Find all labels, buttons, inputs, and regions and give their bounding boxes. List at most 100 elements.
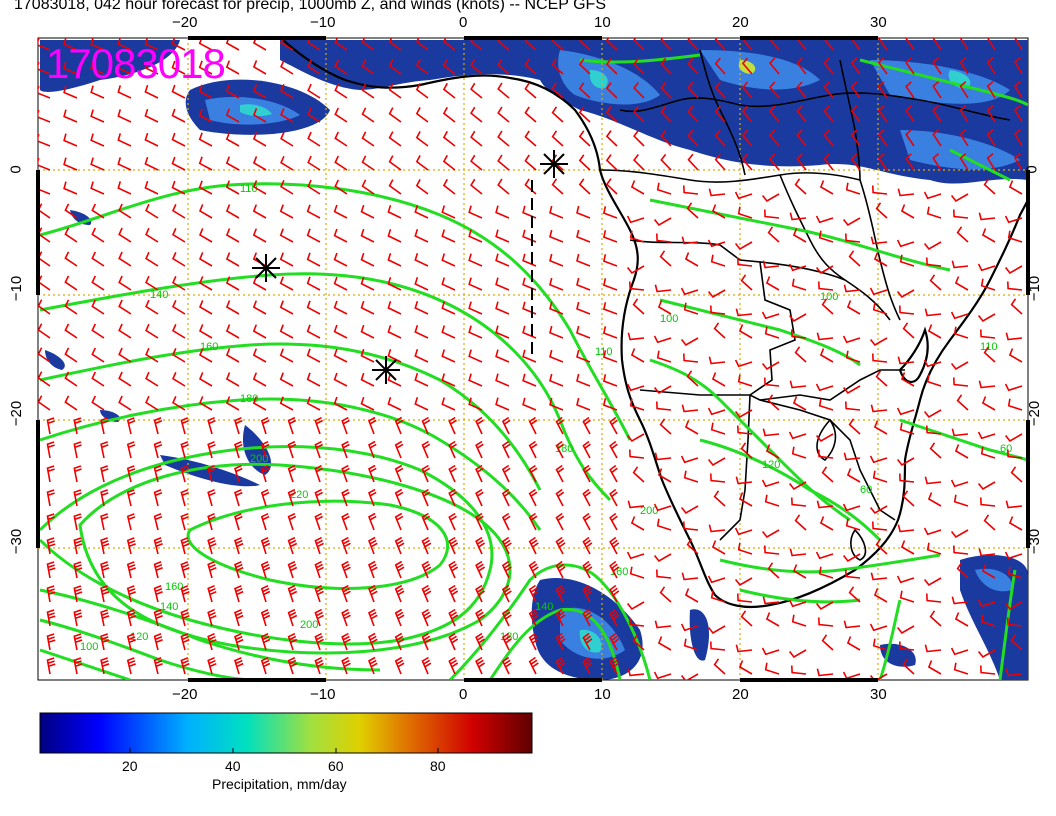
wind-barb — [959, 57, 969, 75]
wind-barb — [582, 512, 591, 531]
wind-barb — [711, 204, 726, 219]
wind-barb — [1007, 617, 1023, 627]
lat-tick-right: −10 — [1026, 275, 1044, 302]
wind-barb — [524, 82, 537, 99]
wind-barb — [441, 277, 456, 291]
wind-barb — [73, 537, 83, 555]
wind-barb — [927, 492, 942, 507]
wind-barb — [153, 537, 163, 555]
wind-barb — [279, 396, 294, 411]
wind-barb — [361, 155, 375, 171]
wind-barb — [684, 420, 699, 435]
wind-barb — [978, 380, 996, 389]
wind-barb — [171, 371, 186, 387]
wind-barb — [555, 608, 566, 627]
wind-barb — [198, 84, 213, 99]
wind-barb — [495, 349, 510, 363]
wind-barb — [977, 431, 996, 440]
wind-barb — [73, 489, 82, 507]
wind-barb — [234, 608, 244, 627]
wind-barb — [549, 277, 564, 291]
wind-barb — [198, 348, 213, 363]
wind-barb — [126, 417, 136, 435]
wind-barb — [334, 155, 348, 171]
wind-barb — [983, 178, 996, 195]
contour-label: 220 — [290, 489, 308, 501]
wind-barb — [225, 180, 240, 195]
wind-barb — [287, 608, 298, 627]
wind-barb — [100, 585, 110, 603]
wind-barb — [602, 326, 618, 339]
wind-barb — [954, 444, 969, 459]
wind-barb — [333, 396, 348, 411]
wind-barb — [495, 229, 510, 243]
wind-barb — [234, 488, 243, 507]
wind-barb — [90, 181, 105, 195]
wind-barb — [468, 229, 483, 243]
pressure-center-markers — [252, 150, 568, 384]
wind-barb — [769, 153, 780, 171]
wind-barb — [475, 416, 484, 435]
wind-barb — [761, 479, 780, 488]
wind-barb — [394, 488, 404, 507]
wind-barb — [252, 156, 267, 171]
wind-barb — [896, 239, 915, 248]
wind-barb — [144, 180, 159, 195]
wind-barb — [896, 575, 915, 584]
wind-barb — [850, 129, 861, 147]
wind-barb — [1004, 265, 1023, 275]
wind-barb — [475, 608, 486, 627]
lon-tick-bottom: 0 — [459, 686, 468, 703]
wind-barb — [442, 106, 456, 123]
wind-barb — [707, 575, 726, 584]
wind-barb — [633, 38, 645, 51]
wind-barb — [38, 109, 51, 123]
wind-barb — [653, 217, 672, 227]
wind-barb — [576, 349, 591, 363]
wind-barb — [632, 298, 645, 315]
wind-barb — [73, 657, 83, 675]
wind-barb — [46, 609, 56, 627]
wind-barb — [869, 673, 888, 680]
wind-barb — [448, 608, 459, 627]
wind-barb — [118, 227, 132, 243]
wind-barb — [441, 397, 456, 411]
wind-barb — [923, 191, 942, 200]
wind-barb — [387, 300, 402, 315]
wind-barb — [582, 488, 591, 507]
wind-barb — [252, 300, 267, 315]
wind-barb — [602, 206, 618, 219]
wind-barb — [1010, 634, 1023, 651]
wind-barb — [225, 132, 240, 147]
wind-barb — [528, 512, 538, 531]
wind-barb — [442, 130, 456, 147]
contour-label: 160 — [200, 341, 218, 353]
wind-barb — [126, 465, 136, 483]
wind-barb — [73, 441, 82, 459]
wind-barb — [609, 488, 618, 507]
wind-barb — [791, 614, 807, 627]
wind-barb — [421, 464, 431, 483]
wind-barb — [788, 263, 807, 272]
wind-barb — [117, 181, 132, 195]
wind-barb — [415, 131, 429, 147]
wind-barb — [683, 521, 699, 531]
wind-barb — [1004, 433, 1023, 443]
wind-barb — [738, 492, 753, 507]
wind-barb — [171, 60, 186, 75]
wind-barb — [198, 324, 213, 339]
wind-barb — [1007, 281, 1023, 291]
wind-barb — [683, 353, 699, 363]
wind-barb — [959, 129, 969, 147]
wind-barb — [684, 588, 699, 603]
wind-barb — [927, 660, 942, 675]
wind-barb — [953, 377, 969, 387]
wind-barb — [555, 464, 565, 483]
wind-barb — [287, 512, 297, 531]
wind-barb — [710, 254, 726, 267]
wind-barb — [1013, 104, 1023, 123]
wind-barb — [180, 489, 189, 507]
wind-barb — [528, 656, 539, 675]
wind-barb — [387, 228, 402, 243]
wind-barb — [899, 254, 915, 267]
